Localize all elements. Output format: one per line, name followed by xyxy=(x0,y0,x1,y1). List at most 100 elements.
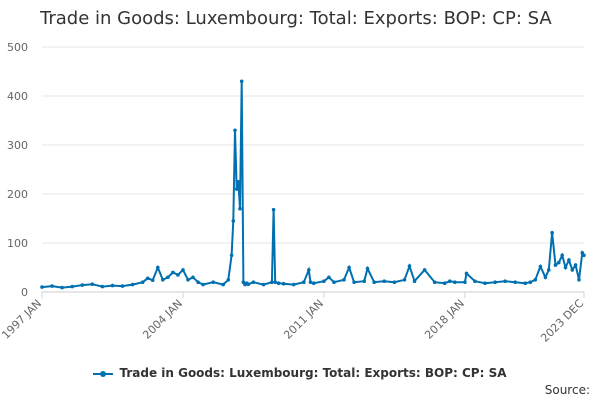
data-point[interactable] xyxy=(407,264,412,268)
data-point[interactable] xyxy=(100,284,105,289)
data-point[interactable] xyxy=(538,264,543,269)
data-point[interactable] xyxy=(513,280,517,285)
data-point[interactable] xyxy=(523,281,528,286)
data-point[interactable] xyxy=(563,265,568,270)
data-point[interactable] xyxy=(181,268,185,272)
data-point[interactable] xyxy=(196,280,200,285)
data-point[interactable] xyxy=(342,278,346,282)
x-tick-label: 1997 JAN xyxy=(0,297,44,342)
data-point[interactable] xyxy=(483,281,487,286)
x-tick-labels: 1997 JAN 2004 JAN 2011 JAN 2018 JAN 2023 DEC xyxy=(0,292,586,345)
data-point[interactable] xyxy=(533,278,538,282)
data-point[interactable] xyxy=(176,273,180,277)
legend[interactable]: Trade in Goods: Luxembourg: Total: Expor… xyxy=(0,366,600,380)
data-point[interactable] xyxy=(543,275,548,280)
data-point[interactable] xyxy=(234,187,239,191)
data-point[interactable] xyxy=(140,280,145,285)
data-point[interactable] xyxy=(251,280,256,285)
data-point[interactable] xyxy=(171,270,175,275)
chart-title: Trade in Goods: Luxembourg: Total: Expor… xyxy=(40,8,552,29)
data-point[interactable] xyxy=(402,278,407,282)
y-tick-label: 0 xyxy=(21,286,28,299)
data-point[interactable] xyxy=(365,266,370,271)
data-point[interactable] xyxy=(550,230,554,235)
data-point[interactable] xyxy=(567,258,571,262)
data-point[interactable] xyxy=(448,279,452,284)
source-label: Source: xyxy=(544,383,590,397)
data-point[interactable] xyxy=(528,280,533,285)
data-point[interactable] xyxy=(432,280,437,285)
data-point[interactable] xyxy=(577,278,581,282)
data-point[interactable] xyxy=(281,281,286,286)
data-point[interactable] xyxy=(347,265,351,270)
data-point[interactable] xyxy=(261,282,266,287)
data-point[interactable] xyxy=(270,280,274,285)
data-point[interactable] xyxy=(271,207,276,212)
data-point[interactable] xyxy=(557,260,561,265)
data-point[interactable] xyxy=(238,206,242,211)
data-point[interactable] xyxy=(130,282,135,287)
data-point[interactable] xyxy=(145,276,150,281)
data-point[interactable] xyxy=(327,275,331,280)
data-point[interactable] xyxy=(161,278,165,282)
data-point[interactable] xyxy=(233,128,237,133)
data-point[interactable] xyxy=(362,279,367,284)
data-point[interactable] xyxy=(442,281,447,286)
data-point[interactable] xyxy=(40,285,44,289)
data-point[interactable] xyxy=(50,284,54,288)
data-point[interactable] xyxy=(453,280,457,285)
data-point[interactable] xyxy=(547,268,551,272)
data-point[interactable] xyxy=(110,283,115,288)
data-point[interactable] xyxy=(307,268,311,272)
data-point[interactable] xyxy=(166,275,170,280)
y-tick-labels: 0 100 200 300 400 500 xyxy=(7,41,28,299)
data-point[interactable] xyxy=(90,282,95,287)
data-point[interactable] xyxy=(273,280,278,285)
data-point[interactable] xyxy=(332,280,336,285)
data-point[interactable] xyxy=(560,253,564,258)
data-point[interactable] xyxy=(392,280,397,285)
data-point[interactable] xyxy=(150,278,155,283)
data-point[interactable] xyxy=(322,279,326,284)
series-points xyxy=(40,79,586,290)
data-point[interactable] xyxy=(231,219,236,223)
data-point[interactable] xyxy=(246,282,251,287)
data-point[interactable] xyxy=(473,279,477,284)
data-point[interactable] xyxy=(226,278,231,282)
data-point[interactable] xyxy=(312,281,316,286)
data-point[interactable] xyxy=(422,268,427,272)
data-point[interactable] xyxy=(553,263,558,267)
data-point[interactable] xyxy=(239,79,244,84)
data-point[interactable] xyxy=(211,280,215,285)
data-point[interactable] xyxy=(302,280,306,285)
data-point[interactable] xyxy=(60,285,64,290)
data-point[interactable] xyxy=(372,280,377,285)
data-point[interactable] xyxy=(412,279,417,284)
data-point[interactable] xyxy=(221,282,225,287)
data-point[interactable] xyxy=(276,281,281,286)
data-point[interactable] xyxy=(191,275,195,280)
data-point[interactable] xyxy=(120,284,125,288)
data-point[interactable] xyxy=(464,271,469,276)
y-tick-label: 100 xyxy=(7,237,28,250)
data-point[interactable] xyxy=(70,284,74,289)
data-point[interactable] xyxy=(229,253,234,258)
data-point[interactable] xyxy=(463,280,467,285)
data-point[interactable] xyxy=(80,283,85,287)
data-point[interactable] xyxy=(308,280,313,285)
data-point[interactable] xyxy=(291,282,296,287)
data-point[interactable] xyxy=(186,278,190,282)
data-point[interactable] xyxy=(582,253,586,258)
data-point[interactable] xyxy=(573,263,578,267)
data-point[interactable] xyxy=(570,268,575,272)
data-point[interactable] xyxy=(382,279,387,284)
data-point[interactable] xyxy=(503,279,507,284)
legend-label: Trade in Goods: Luxembourg: Total: Expor… xyxy=(119,366,507,380)
data-point[interactable] xyxy=(236,180,241,184)
grid-lines xyxy=(42,46,584,293)
data-point[interactable] xyxy=(493,280,497,285)
y-tick-label: 500 xyxy=(7,41,28,54)
data-point[interactable] xyxy=(201,282,205,287)
data-point[interactable] xyxy=(156,265,160,270)
data-point[interactable] xyxy=(352,280,356,285)
